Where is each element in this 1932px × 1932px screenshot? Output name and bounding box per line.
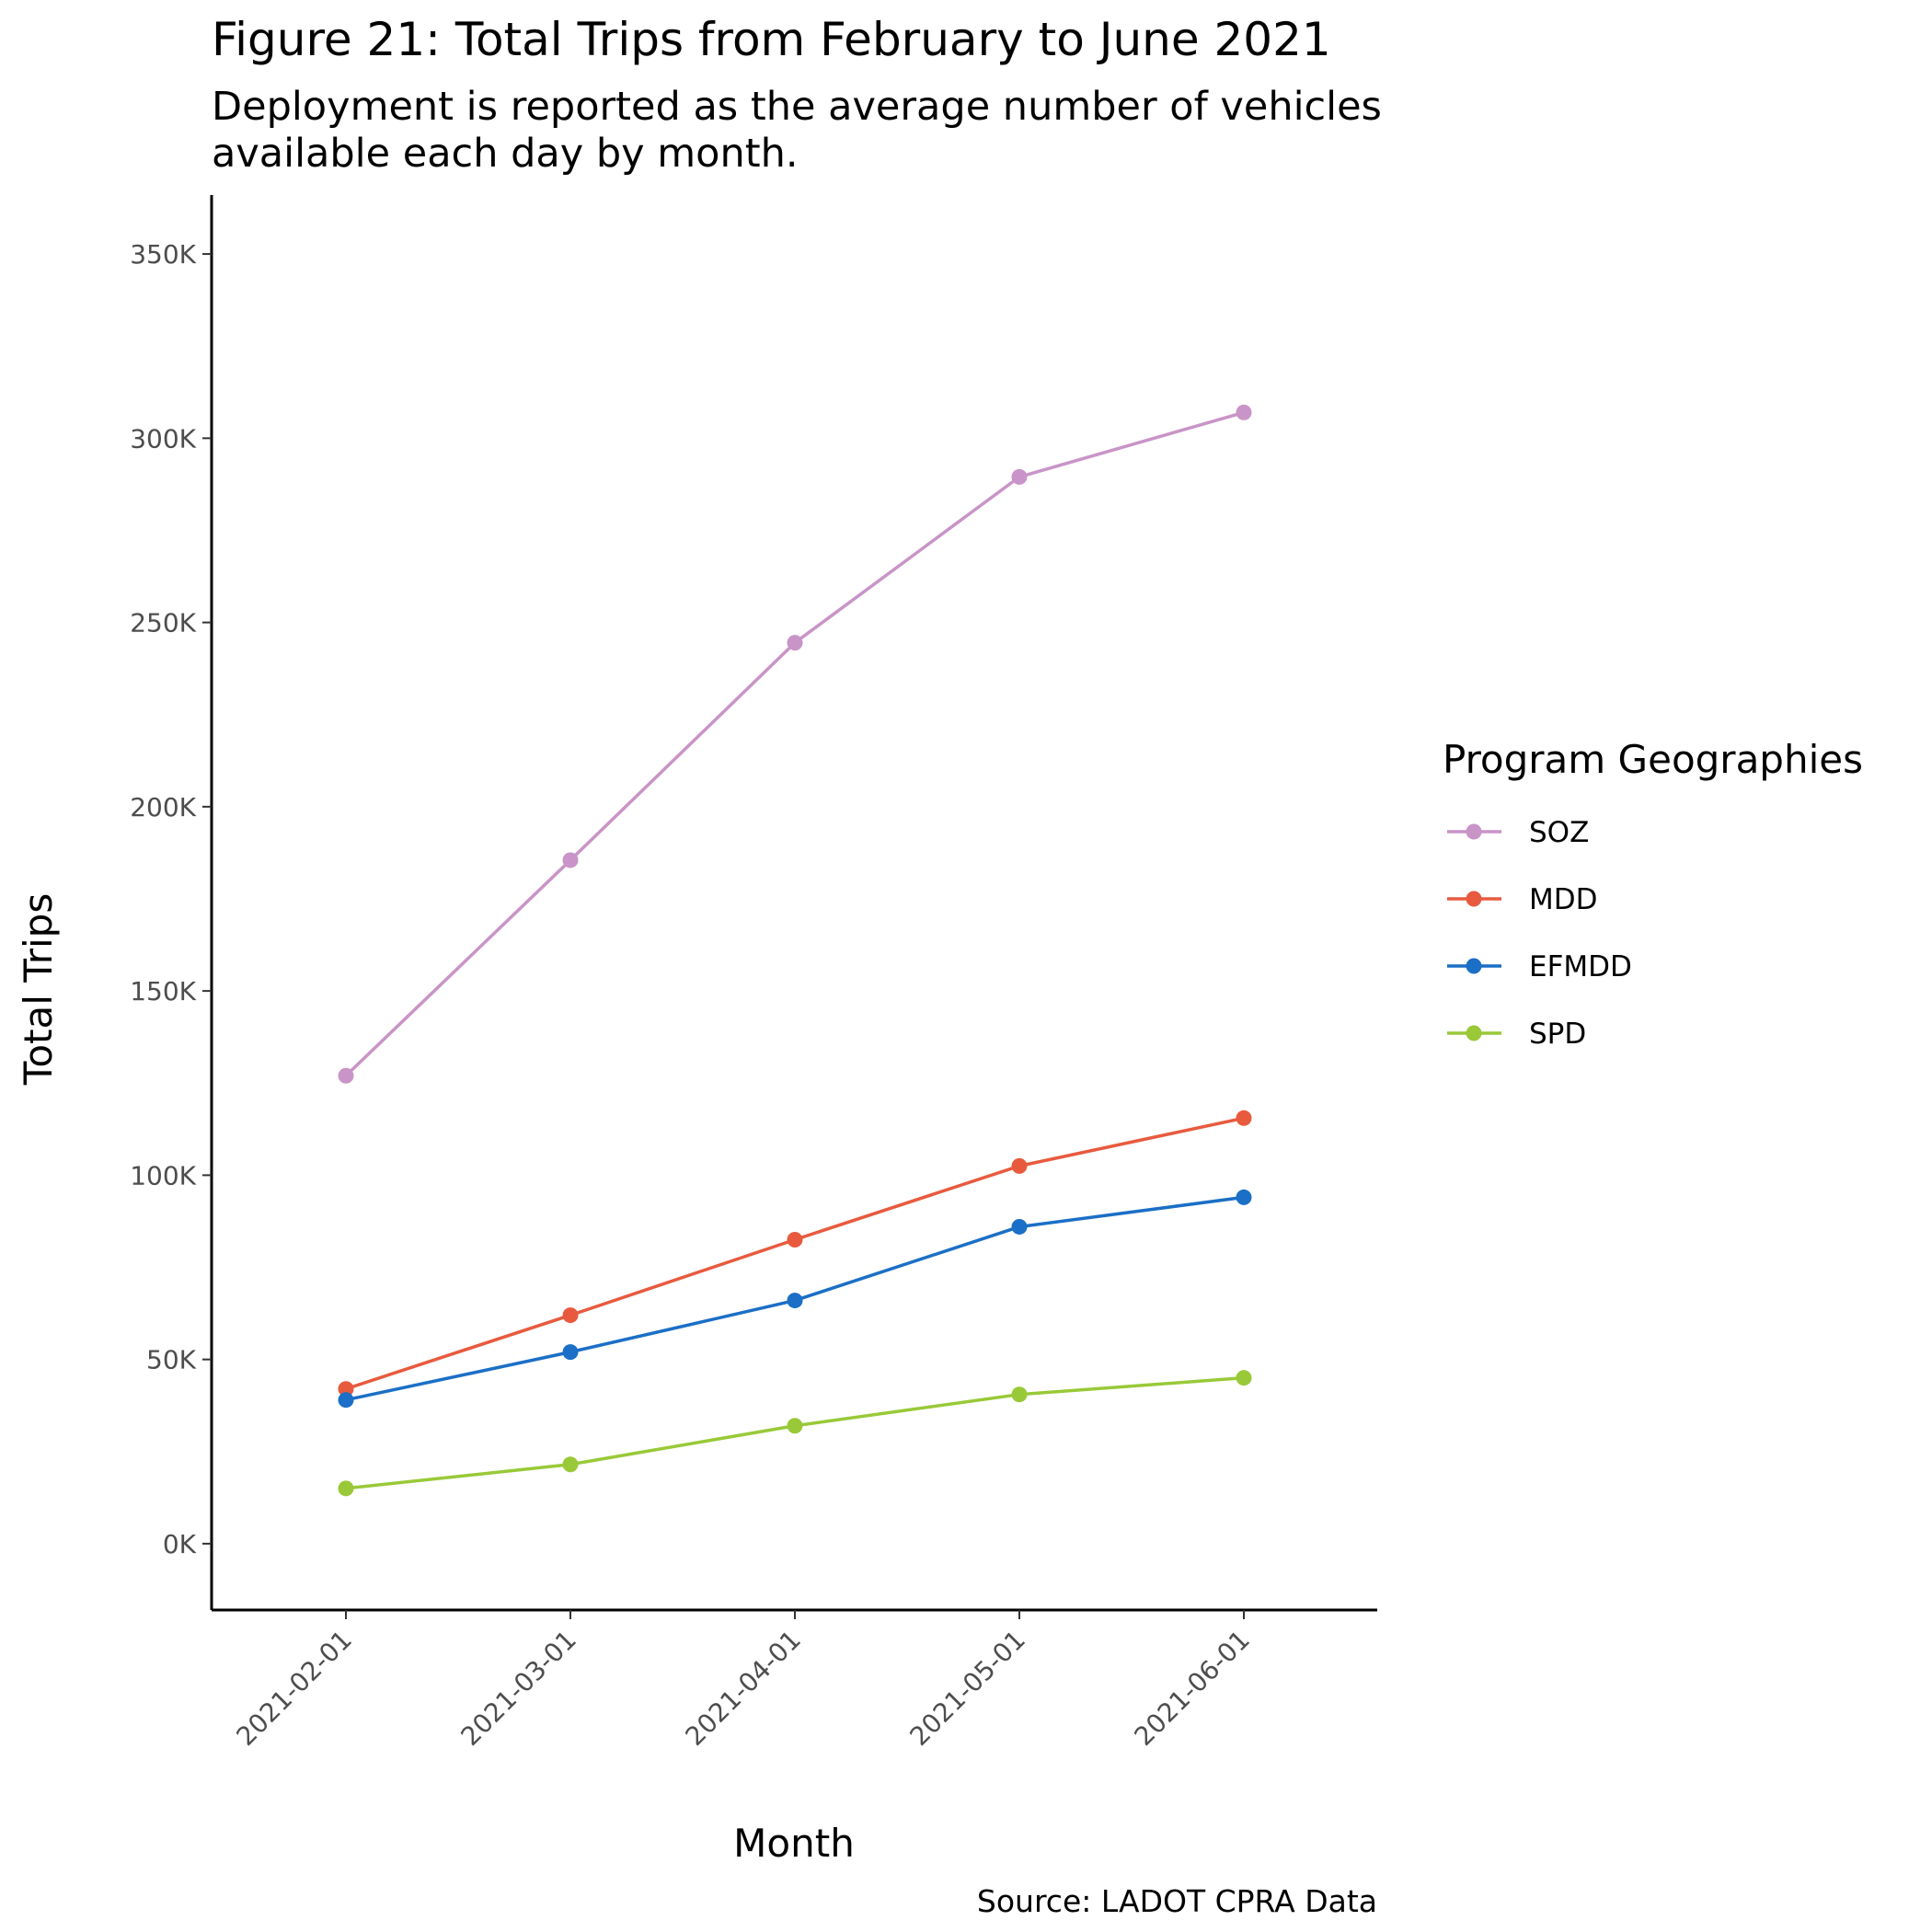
data-point bbox=[1011, 468, 1028, 485]
y-axis-title: Total Trips bbox=[16, 893, 61, 1086]
data-point bbox=[1011, 1386, 1028, 1403]
y-axis: 0K 50K 100K 150K 200K 250K 300K 350K bbox=[130, 195, 213, 1610]
series-soz bbox=[338, 404, 1252, 1084]
chart-subtitle-line-2: available each day by month. bbox=[212, 131, 799, 177]
chart-caption: Source: LADOT CPRA Data bbox=[977, 1883, 1377, 1919]
data-point bbox=[787, 1418, 803, 1434]
data-point bbox=[562, 852, 579, 868]
legend-entry-efmdd: EFMDD bbox=[1447, 950, 1632, 983]
series-efmdd bbox=[338, 1189, 1252, 1409]
data-point bbox=[338, 1381, 354, 1397]
legend-label: EFMDD bbox=[1529, 950, 1632, 983]
x-tick-label: 2021-06-01 bbox=[1129, 1625, 1256, 1752]
legend-entry-soz: SOZ bbox=[1447, 816, 1589, 849]
chart-subtitle-line-1: Deployment is reported as the average nu… bbox=[212, 84, 1382, 130]
legend-entry-spd: SPD bbox=[1447, 1018, 1586, 1051]
y-tick-label: 100K bbox=[130, 1160, 196, 1190]
data-point bbox=[562, 1307, 579, 1324]
x-tick-label: 2021-04-01 bbox=[680, 1625, 807, 1752]
legend-key-point bbox=[1466, 891, 1482, 907]
legend-entry-mdd: MDD bbox=[1447, 883, 1598, 916]
data-point bbox=[1011, 1157, 1028, 1174]
series-mdd bbox=[338, 1110, 1252, 1397]
data-point bbox=[1236, 404, 1252, 420]
data-point bbox=[1011, 1218, 1028, 1235]
x-tick-label: 2021-03-01 bbox=[455, 1625, 582, 1752]
chart-title: Figure 21: Total Trips from February to … bbox=[212, 13, 1331, 66]
data-point bbox=[562, 1344, 579, 1361]
series-spd bbox=[338, 1370, 1252, 1497]
data-point bbox=[338, 1067, 354, 1084]
series-line bbox=[344, 410, 1245, 1077]
y-tick-label: 50K bbox=[146, 1345, 197, 1375]
legend-label: MDD bbox=[1529, 883, 1598, 916]
y-tick-label: 350K bbox=[130, 239, 196, 270]
data-point bbox=[562, 1456, 579, 1473]
legend-title: Program Geographies bbox=[1443, 737, 1863, 782]
legend-label: SOZ bbox=[1529, 816, 1589, 849]
data-point bbox=[1236, 1370, 1252, 1386]
x-axis: 2021-02-01 2021-03-01 2021-04-01 2021-05-01… bbox=[212, 1608, 1377, 1752]
data-point bbox=[1236, 1189, 1252, 1205]
legend-key-point bbox=[1466, 958, 1482, 974]
data-point bbox=[338, 1480, 354, 1497]
legend-label: SPD bbox=[1529, 1018, 1586, 1051]
y-tick-label: 250K bbox=[130, 608, 196, 638]
plot-area bbox=[338, 404, 1252, 1497]
legend: Program Geographies SOZ MDD EFMDD SPD bbox=[1443, 737, 1863, 1051]
y-tick-label: 200K bbox=[130, 792, 196, 822]
legend-key-point bbox=[1466, 1025, 1482, 1041]
data-point bbox=[1236, 1110, 1252, 1126]
y-tick-label: 0K bbox=[163, 1529, 197, 1559]
data-point bbox=[338, 1392, 354, 1409]
x-tick-label: 2021-02-01 bbox=[231, 1625, 358, 1752]
x-tick-label: 2021-05-01 bbox=[904, 1625, 1031, 1752]
data-point bbox=[787, 1293, 803, 1309]
y-tick-label: 150K bbox=[130, 976, 196, 1006]
y-tick-label: 300K bbox=[130, 423, 196, 454]
series-line bbox=[345, 1116, 1245, 1391]
legend-key-point bbox=[1466, 823, 1482, 840]
x-axis-title: Month bbox=[733, 1821, 855, 1866]
data-point bbox=[787, 635, 803, 651]
data-point bbox=[787, 1231, 803, 1248]
